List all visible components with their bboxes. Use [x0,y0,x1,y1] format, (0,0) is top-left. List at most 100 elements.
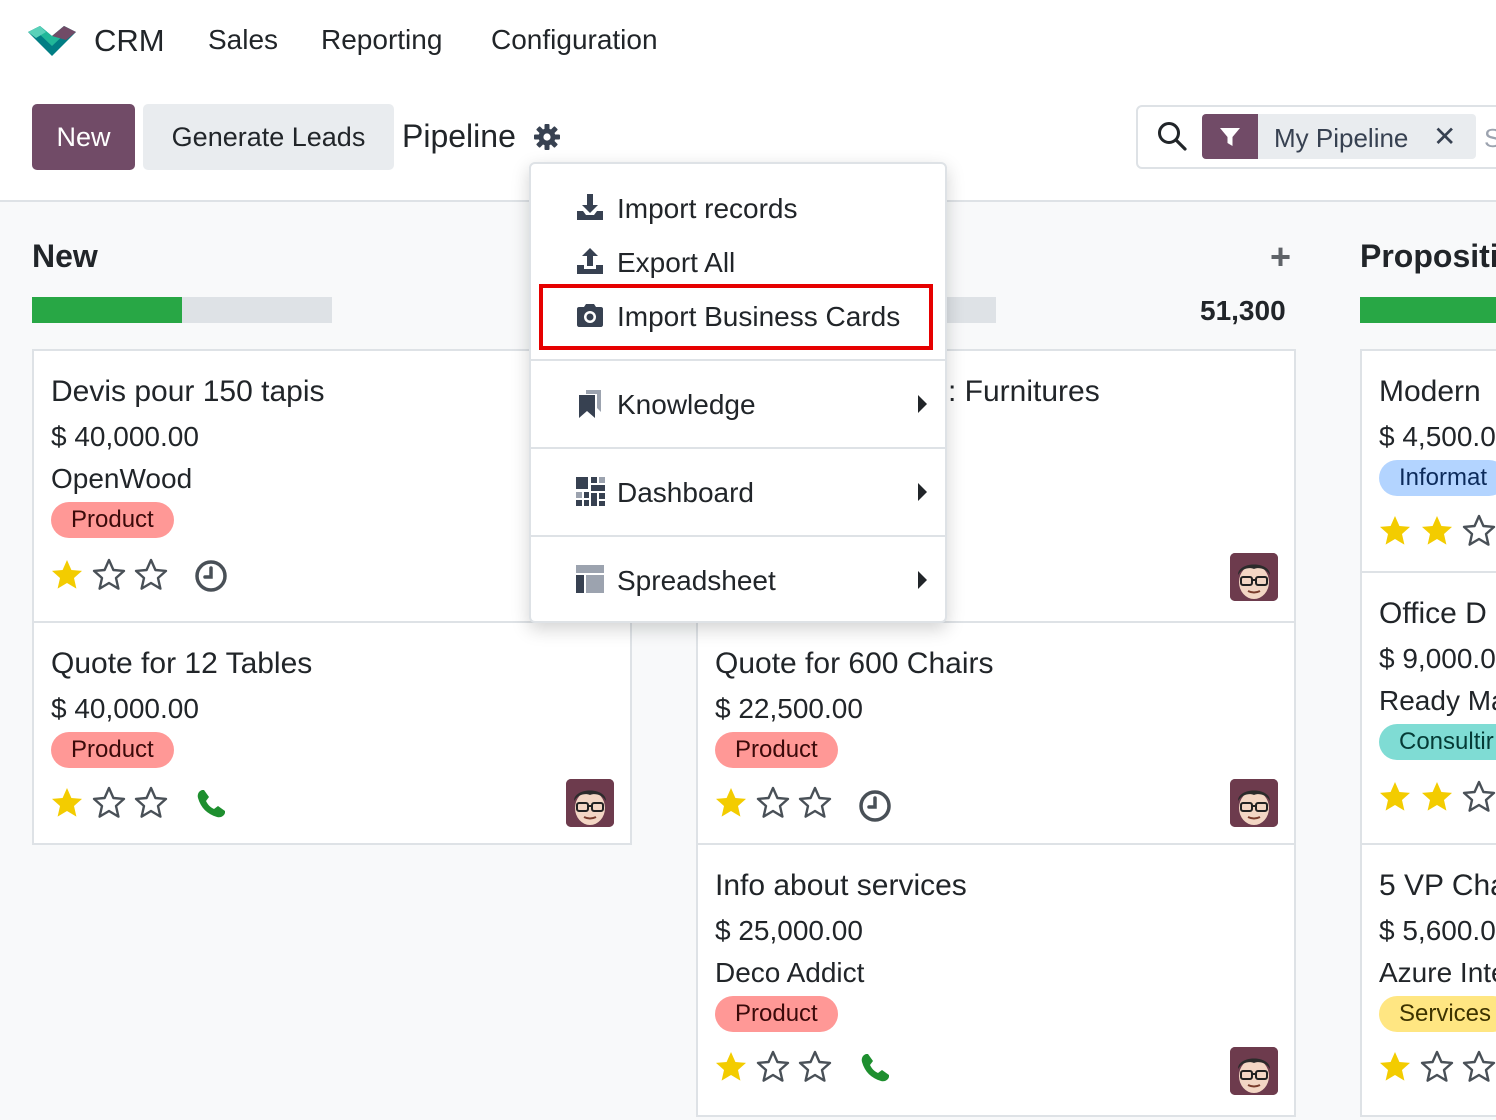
column-progress-bar[interactable] [1360,297,1496,323]
dashboard-icon [576,477,605,506]
page-title: Pipeline [402,118,516,154]
star-filled-icon[interactable] [714,786,748,820]
avatar-face-icon [1230,779,1278,827]
menu-item-import-records[interactable]: Import records [531,185,945,231]
menu-configuration[interactable]: Configuration [491,24,658,55]
menu-item-knowledge[interactable]: Knowledge [531,381,945,427]
close-icon[interactable]: ✕ [1433,121,1457,152]
filter-facet-icon [1202,114,1258,159]
card-title: Quote for 12 Tables [51,647,313,680]
clock-icon[interactable] [858,789,892,823]
control-panel: New Generate Leads Pipeline My Pipeline … [0,86,1496,202]
priority-stars[interactable] [50,786,168,820]
card-amount: $ 5,600.0 [1379,915,1496,946]
star-empty-icon[interactable] [134,558,168,592]
star-empty-icon[interactable] [134,786,168,820]
kanban-card[interactable]: Quote for 600 Chairs $ 22,500.00 Product [696,621,1296,845]
menu-item-dashboard[interactable]: Dashboard [531,469,945,515]
phone-icon[interactable] [858,1051,892,1085]
app-name[interactable]: CRM [94,23,165,58]
priority-stars[interactable] [714,786,832,820]
submenu-arrow-icon [918,483,927,501]
search-icon[interactable] [1156,120,1188,152]
kanban-card[interactable]: 5 VP Cha $ 5,600.0 Azure Inte Services [1360,843,1496,1117]
tag-badge: Services [1379,996,1496,1032]
cog-dropdown-menu: Import records Export All Import Busines… [529,162,947,623]
star-empty-icon[interactable] [92,786,126,820]
star-empty-icon[interactable] [1462,1050,1496,1084]
star-filled-icon[interactable] [714,1050,748,1084]
kanban-card[interactable]: Info about services $ 25,000.00 Deco Add… [696,843,1296,1117]
star-empty-icon[interactable] [798,1050,832,1084]
card-amount: $ 40,000.00 [51,693,199,724]
card-title: Devis pour 150 tapis [51,375,325,408]
kanban-card[interactable]: Modern $ 4,500.0 Informat [1360,349,1496,573]
card-partner: OpenWood [51,463,193,494]
avatar[interactable] [566,779,614,827]
card-amount: $ 9,000.0 [1379,643,1496,674]
star-empty-icon[interactable] [92,558,126,592]
tag-badge: Consultir [1379,724,1496,760]
priority-stars[interactable] [1378,1050,1496,1084]
card-title: 5 VP Cha [1379,869,1496,902]
generate-leads-button[interactable]: Generate Leads [143,104,394,170]
camera-icon [577,304,603,327]
clock-icon[interactable] [194,559,228,593]
star-filled-icon[interactable] [1420,780,1454,814]
gear-icon[interactable] [533,123,561,151]
kanban-card[interactable]: Office D $ 9,000.0 Ready Ma Consultir [1360,571,1496,845]
star-empty-icon[interactable] [798,786,832,820]
spreadsheet-icon [576,565,604,593]
facet-label: My Pipeline [1274,123,1409,153]
star-empty-icon[interactable] [1462,514,1496,548]
priority-stars[interactable] [1378,780,1496,814]
card-title: Modern [1379,375,1481,408]
menu-item-spreadsheet[interactable]: Spreadsheet [531,557,945,603]
priority-stars[interactable] [714,1050,832,1084]
card-amount: $ 4,500.0 [1379,421,1496,452]
priority-stars[interactable] [1378,514,1496,548]
column-title[interactable]: New [32,238,98,274]
column-progress-bar[interactable] [32,297,332,323]
new-button[interactable]: New [32,104,135,170]
star-filled-icon[interactable] [1378,780,1412,814]
column-progress-bar[interactable] [946,297,996,323]
column-total: 51,300 [1200,295,1286,326]
kanban-card[interactable]: Quote for 12 Tables $ 40,000.00 Product [32,621,632,845]
menu-divider [531,447,945,449]
add-column-card-icon[interactable]: + [1270,236,1292,277]
card-amount: $ 25,000.00 [715,915,863,946]
star-empty-icon[interactable] [1420,1050,1454,1084]
menu-item-label: Export All [617,247,736,278]
avatar[interactable] [1230,553,1278,601]
crm-logo-icon[interactable] [26,22,78,60]
star-empty-icon[interactable] [756,786,790,820]
star-filled-icon[interactable] [50,786,84,820]
bookmark-icon [579,390,601,418]
menu-reporting[interactable]: Reporting [321,24,443,55]
menu-item-import-business-cards[interactable]: Import Business Cards [531,293,945,339]
avatar[interactable] [1230,779,1278,827]
avatar[interactable] [1230,1047,1278,1095]
column-title[interactable]: Propositi [1360,238,1496,274]
menu-divider [531,535,945,537]
menu-divider [531,359,945,361]
star-filled-icon[interactable] [1378,1050,1412,1084]
menu-item-export-all[interactable]: Export All [531,239,945,285]
star-filled-icon[interactable] [50,558,84,592]
card-partner: Ready Ma [1379,685,1496,716]
priority-stars[interactable] [50,558,168,592]
card-amount: $ 40,000.00 [51,421,199,452]
search-input-placeholder[interactable]: S [1484,123,1496,153]
card-partner: Azure Inte [1379,957,1496,988]
star-empty-icon[interactable] [756,1050,790,1084]
phone-icon[interactable] [194,787,228,821]
star-empty-icon[interactable] [1462,780,1496,814]
star-filled-icon[interactable] [1420,514,1454,548]
card-partner: Deco Addict [715,957,865,988]
progress-fill [32,297,182,323]
submenu-arrow-icon [918,395,927,413]
menu-item-label: Knowledge [617,389,756,420]
star-filled-icon[interactable] [1378,514,1412,548]
menu-sales[interactable]: Sales [208,24,279,55]
